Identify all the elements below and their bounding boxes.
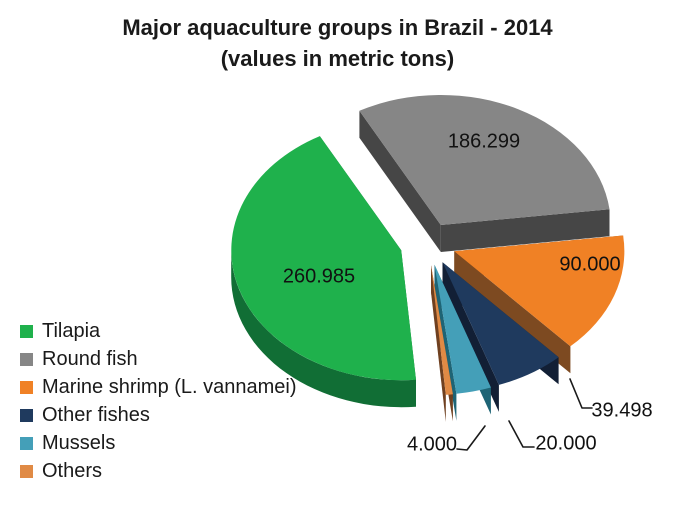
pie-slice-tilapia [231,136,416,381]
legend-item-others: Others [20,457,297,485]
legend-swatch-others [20,464,33,478]
value-label-round-fish: 186.299 [447,130,521,153]
legend-label-other-fishes: Other fishes [42,403,150,426]
pie-slice-marine-shrimp-side [454,251,571,374]
pie-slice-round-fish [359,94,610,226]
legend-label-marine-shrimp: Marine shrimp (L. vannamei) [42,375,297,398]
legend-item-other-fishes: Other fishes [20,401,297,429]
leader-line-other-fishes [569,378,593,409]
chart-title-block: Major aquaculture groups in Brazil - 201… [0,12,675,74]
pie-slice-mussels-side [434,264,457,421]
chart-subtitle: (values in metric tons) [220,46,455,71]
legend-swatch-tilapia [20,324,33,338]
value-label-other-fishes: 39.498 [591,399,653,422]
value-label-others: 4.000 [406,433,458,456]
pie-slice-round-fish-side [359,110,441,252]
value-label-tilapia: 260.985 [282,265,356,288]
pie-slice-others [431,265,453,395]
legend-item-mussels: Mussels [20,429,297,457]
pie-slice-marine-shrimp [454,235,625,347]
legend-item-round-fish: Round fish [20,345,297,373]
legend-label-tilapia: Tilapia [42,319,101,342]
pie-slice-other-fishes [442,262,559,385]
legend-item-tilapia: Tilapia [20,317,297,345]
value-label-marine-shrimp: 90.000 [559,253,621,276]
legend-label-others: Others [42,459,103,482]
legend-label-round-fish: Round fish [42,347,138,370]
legend-label-mussels: Mussels [42,431,116,454]
legend-item-marine-shrimp: Marine shrimp (L. vannamei) [20,373,297,401]
value-label-mussels: 20.000 [535,432,597,455]
legend-swatch-other-fishes [20,408,33,422]
leader-line-others [456,425,486,451]
legend-swatch-mussels [20,436,33,450]
legend: Tilapia Round fish Marine shrimp (L. van… [20,317,297,485]
pie-slice-others-side [431,265,446,422]
pie-slice-mussels [434,264,491,394]
chart-title: Major aquaculture groups in Brazil - 201… [122,15,553,40]
pie-slice-tilapia-rim [231,250,416,408]
pie-slice-round-fish-side [440,209,610,252]
leader-line-mussels [508,420,535,448]
legend-swatch-round-fish [20,352,33,366]
legend-swatch-marine-shrimp [20,380,33,394]
